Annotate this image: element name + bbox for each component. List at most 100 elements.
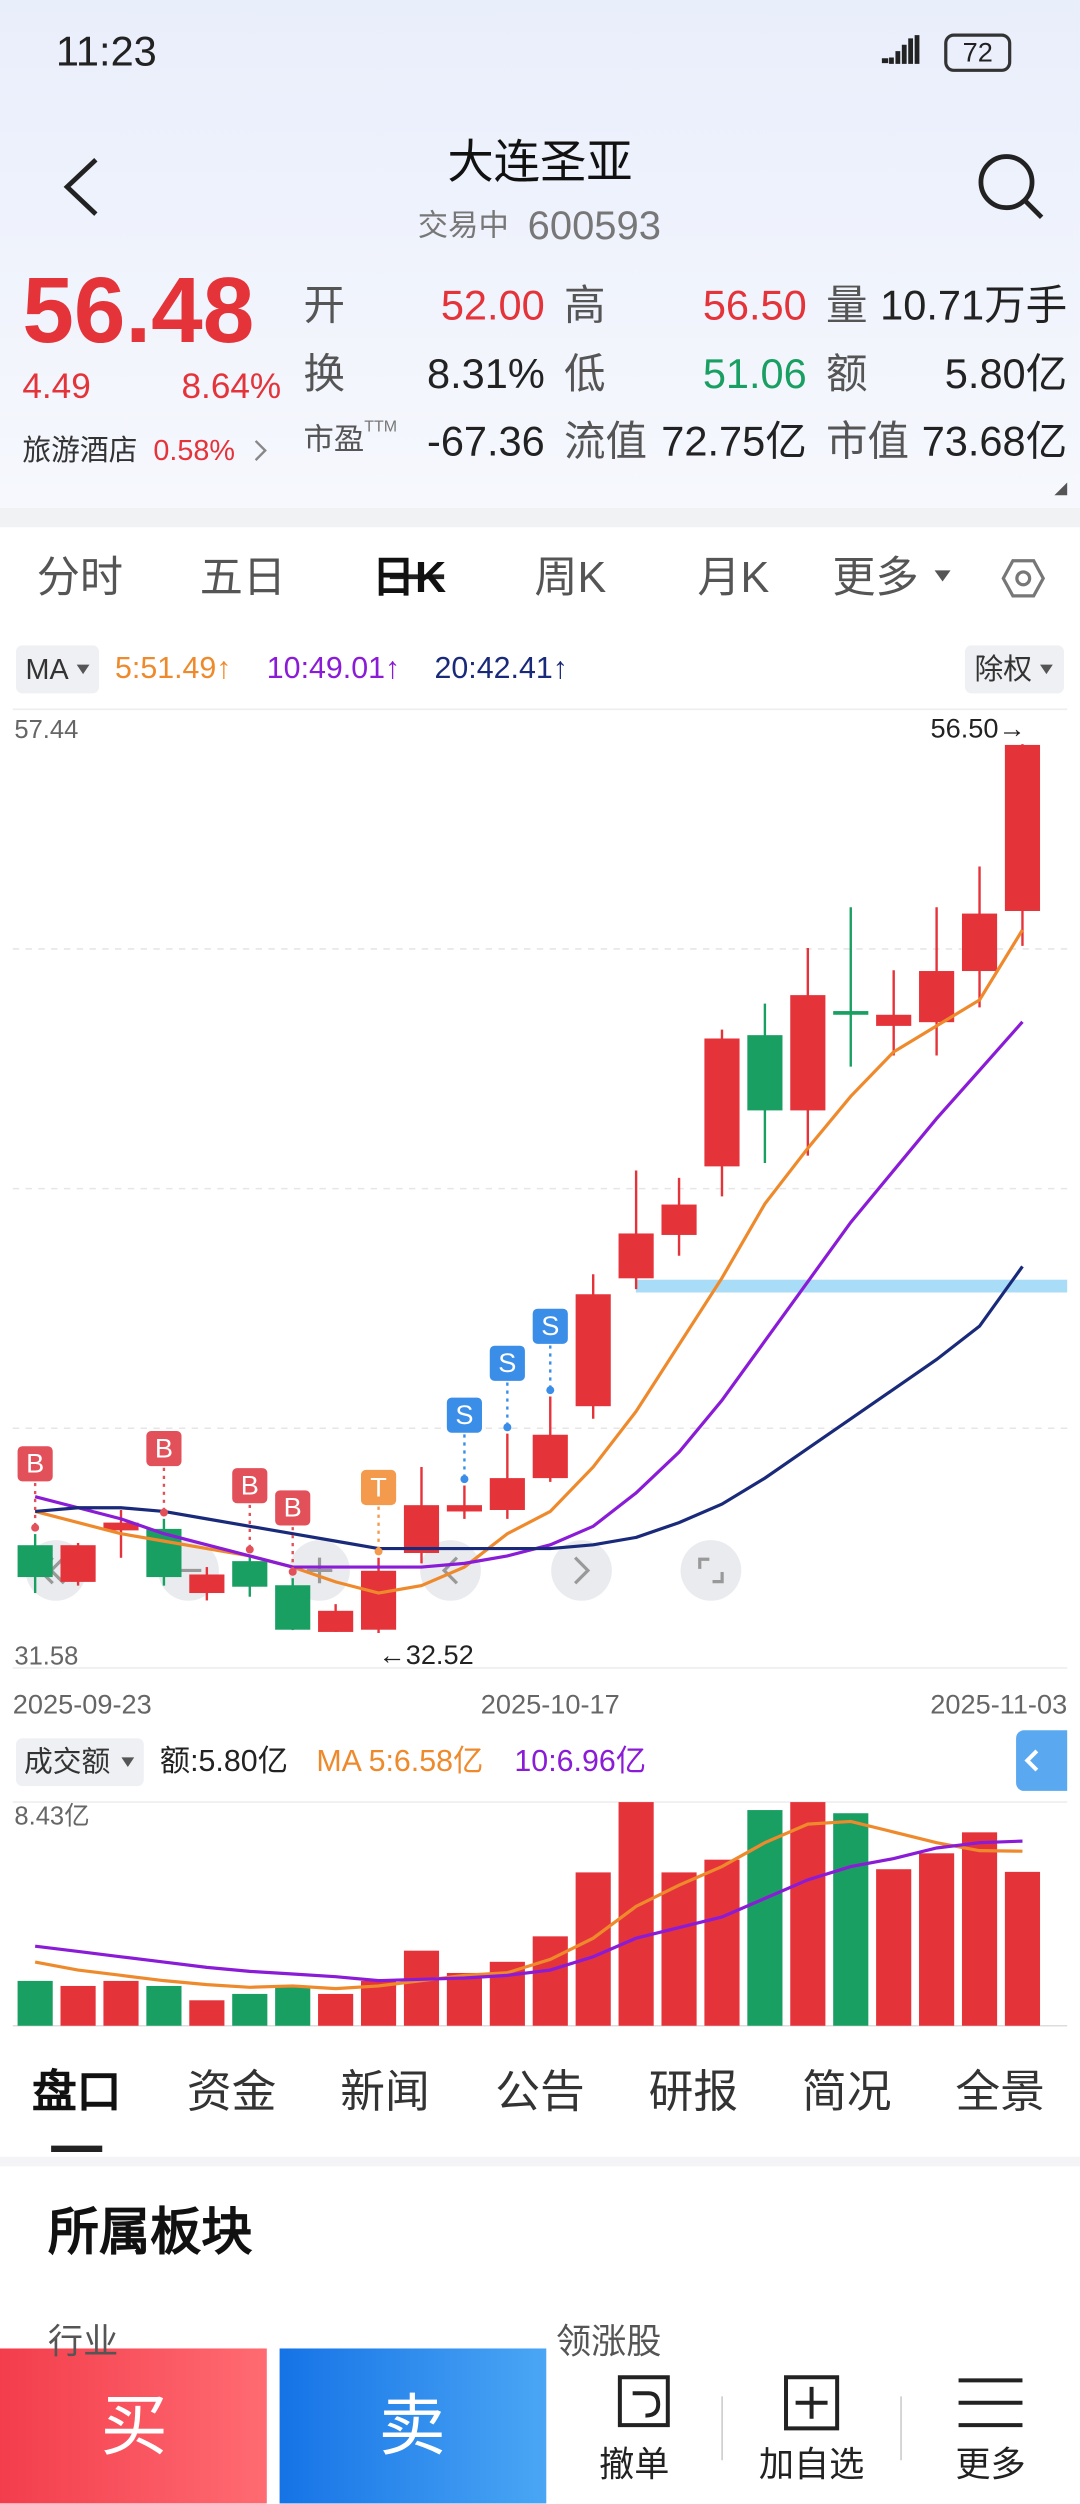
ma-line xyxy=(34,1020,1024,1569)
info-tab[interactable]: 公告 xyxy=(495,2067,585,2117)
signal-badge xyxy=(489,1345,525,1381)
candle-body xyxy=(103,1522,139,1531)
dropdown-arrow xyxy=(76,664,90,675)
period-tab[interactable]: 更多 xyxy=(832,553,919,602)
field-value: -67.36 xyxy=(426,416,545,465)
trade-status: 交易中 xyxy=(417,210,509,244)
field-value: 72.75亿 xyxy=(661,416,807,465)
info-tab[interactable]: 新闻 xyxy=(340,2067,430,2117)
volume-bar xyxy=(704,1859,740,2026)
indicator-label[interactable]: 成交额 xyxy=(23,1746,111,1779)
ma-legend: 5:51.49↑ xyxy=(115,652,232,687)
volume-bar xyxy=(747,1810,783,2026)
signal-badge xyxy=(446,1397,482,1433)
volume-bar xyxy=(446,1972,482,2026)
sector: 旅游酒店 xyxy=(22,434,138,467)
volume-bar xyxy=(575,1872,611,2026)
y-tick-label: 31.58 xyxy=(14,1643,79,1672)
toolbar-label[interactable]: 加自选 xyxy=(758,2444,865,2485)
period-tab[interactable]: 月K xyxy=(697,553,770,602)
volume-bar xyxy=(275,1987,311,2026)
candle-body xyxy=(189,1574,225,1594)
indicator-select[interactable] xyxy=(15,1738,144,1787)
y-tick-label: 57.44 xyxy=(14,717,79,745)
separator xyxy=(0,2156,1080,2167)
signal-label: S xyxy=(541,1310,559,1341)
change-pct: 8.64% xyxy=(181,365,282,406)
chevron xyxy=(254,440,267,461)
candle-body xyxy=(833,1011,869,1015)
volume-bar xyxy=(403,1950,440,2026)
signal-label: B xyxy=(155,1432,173,1463)
nav-button[interactable] xyxy=(551,1540,612,1601)
period-tab[interactable]: 五日 xyxy=(199,553,286,602)
settings-icon[interactable] xyxy=(1001,559,1046,598)
menu-icon[interactable] xyxy=(958,2378,1023,2428)
candle-body xyxy=(747,1035,783,1111)
volume-bar xyxy=(532,1936,568,2026)
field-label: 开 xyxy=(303,281,346,330)
field-label: 流值 xyxy=(563,416,648,465)
field-label: 高 xyxy=(563,281,606,330)
period-tab[interactable]: 分时 xyxy=(36,553,124,602)
back-icon[interactable] xyxy=(63,158,98,216)
signal-label: B xyxy=(284,1492,302,1523)
field-label: 量 xyxy=(825,281,868,330)
field-value: 56.50 xyxy=(702,281,807,330)
add-icon[interactable] xyxy=(784,2375,840,2431)
field-label-sup: TTM xyxy=(364,418,398,437)
signal-icon xyxy=(881,35,920,64)
signal-badge xyxy=(232,1468,268,1504)
signal-badge xyxy=(360,1469,397,1506)
ma-select-label[interactable]: MA xyxy=(25,653,69,686)
adjust-label[interactable]: 除权 xyxy=(974,653,1033,686)
max-label: 56.50→ xyxy=(930,713,1026,744)
clock: 11:23 xyxy=(55,27,157,76)
period-tab[interactable]: 日K xyxy=(371,553,447,602)
signal-label: T xyxy=(370,1471,387,1502)
nav-button[interactable] xyxy=(420,1540,481,1601)
search-icon[interactable] xyxy=(978,154,1035,211)
field-label: 额 xyxy=(825,349,868,398)
support-band xyxy=(635,1279,1068,1293)
expand-triangle xyxy=(1054,482,1068,496)
volume-bar xyxy=(919,1853,955,2026)
signal-dot xyxy=(31,1523,40,1532)
info-tab[interactable]: 资金 xyxy=(186,2067,277,2117)
volume-bar xyxy=(189,2000,225,2026)
settings-icon xyxy=(1015,570,1032,587)
candle-body xyxy=(60,1545,96,1582)
dropdown-arrow xyxy=(1040,664,1053,675)
volume-bar xyxy=(60,1985,96,2026)
buy-label[interactable]: 买 xyxy=(100,2388,168,2464)
toolbar-label[interactable]: 撤单 xyxy=(599,2444,670,2485)
indicator-legend: 10:6.96亿 xyxy=(514,1745,647,1779)
info-tab[interactable]: 全景 xyxy=(955,2067,1045,2117)
x-tick-label: 2025-11-03 xyxy=(930,1689,1068,1720)
search-icon[interactable] xyxy=(1023,199,1044,219)
period-tab[interactable]: 周K xyxy=(534,553,607,602)
buy-button[interactable] xyxy=(0,2348,267,2504)
volume-bar xyxy=(833,1813,869,2026)
signal-badge xyxy=(532,1308,568,1344)
signal-dot xyxy=(288,1567,297,1576)
nav-button[interactable] xyxy=(680,1540,742,1601)
separator xyxy=(0,508,1080,528)
undo-icon[interactable] xyxy=(617,2375,670,2428)
candle-body xyxy=(446,1505,482,1512)
volume-bar xyxy=(103,1980,139,2026)
signal-dot xyxy=(245,1545,254,1554)
sell-label[interactable]: 卖 xyxy=(378,2388,446,2464)
x-tick-label: 2025-10-17 xyxy=(480,1689,620,1720)
toolbar-label[interactable]: 更多 xyxy=(955,2444,1026,2485)
info-tab[interactable]: 盘口 xyxy=(31,2067,122,2117)
candle-body xyxy=(532,1434,568,1479)
signal-badge xyxy=(275,1490,311,1526)
sell-button[interactable] xyxy=(279,2348,547,2504)
dropdown-arrow xyxy=(934,570,951,582)
battery xyxy=(944,33,1012,72)
info-tab[interactable]: 研报 xyxy=(648,2067,739,2117)
field-value: 5.80亿 xyxy=(944,349,1068,398)
volume-bar xyxy=(232,1993,268,2026)
info-tab[interactable]: 简况 xyxy=(801,2067,892,2117)
